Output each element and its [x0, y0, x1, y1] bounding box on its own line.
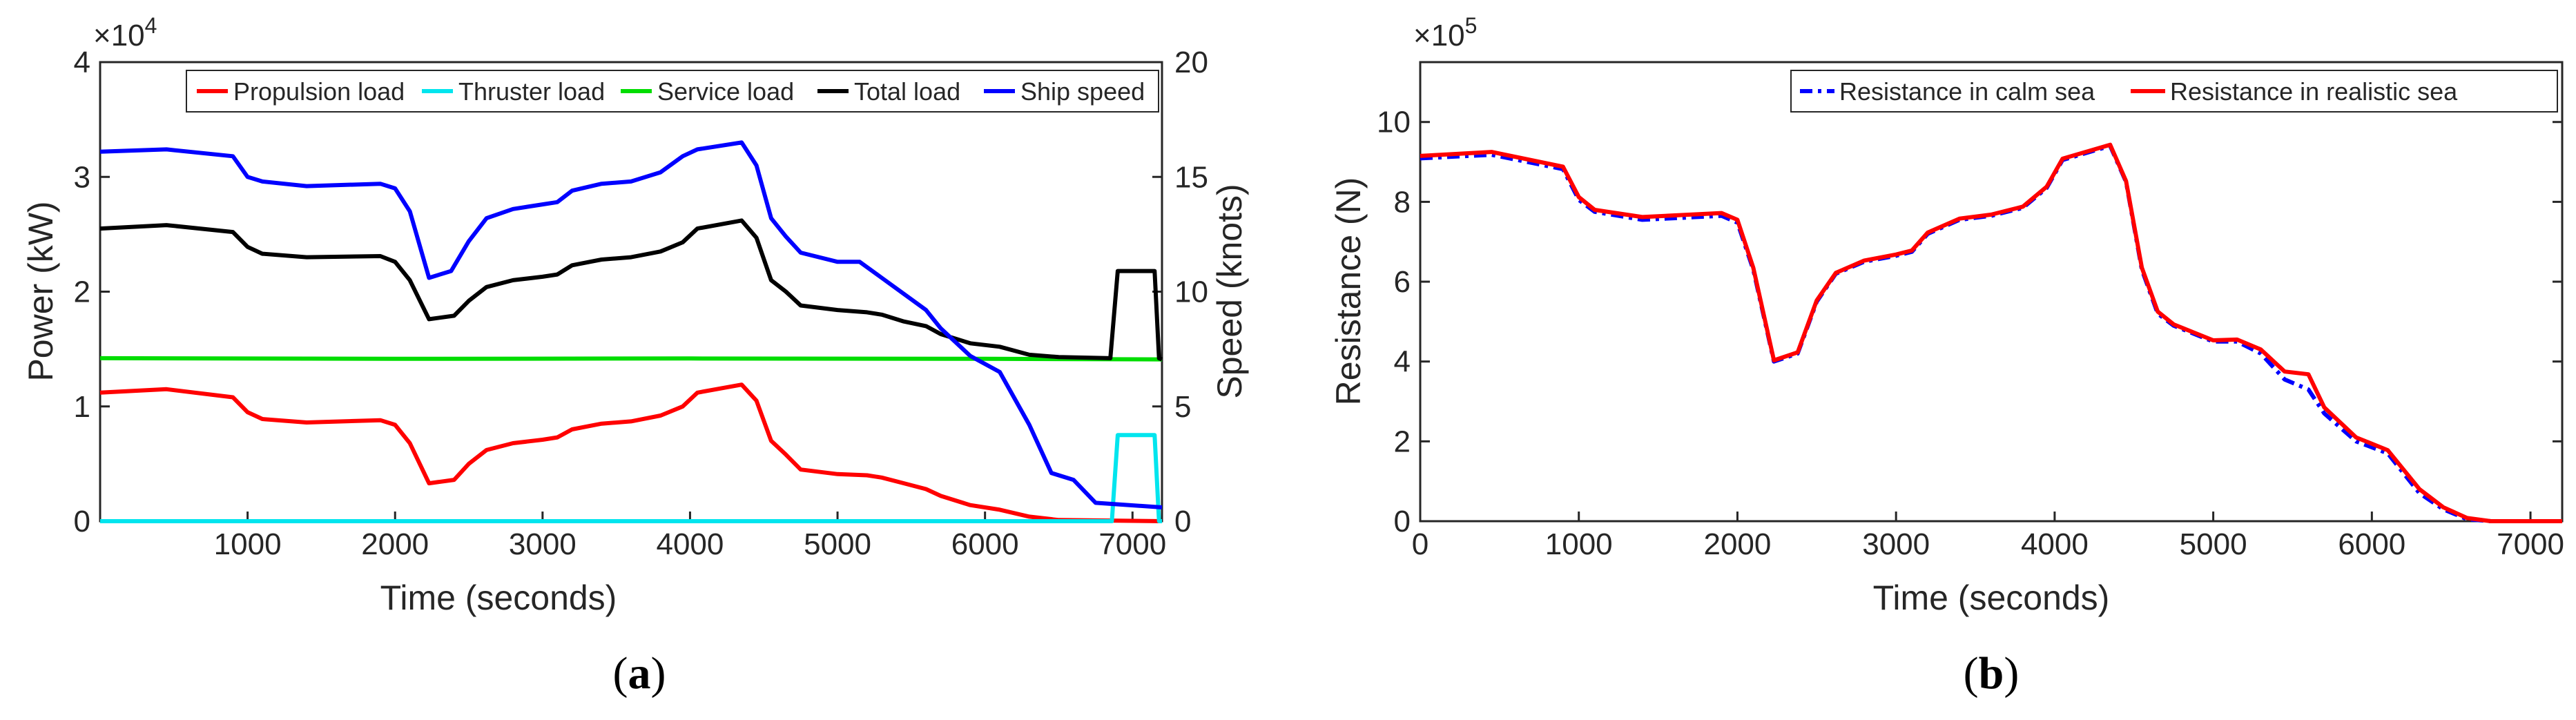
chart-b: 0 1000 2000 3000 4000 5000 6000 7000 0 2 4 6 8 10 ×10… — [1329, 13, 2564, 699]
ylabel-b: Resistance (N) — [1329, 177, 1368, 406]
y-tick-label-left-a: 4 — [74, 46, 90, 79]
x-tick-label-b: 5000 — [2180, 527, 2247, 561]
ticks-b: 0 1000 2000 3000 4000 5000 6000 7000 0 2 4 6 8 10 — [1377, 106, 2564, 561]
y-tick-label-left-a: 1 — [74, 390, 90, 424]
legend-b: Resistance in calm sea Resistance in rea… — [1790, 70, 2558, 113]
series-a — [99, 140, 1163, 523]
legend-propulsion-label: Propulsion load — [233, 77, 405, 106]
x-tick-label-a: 3000 — [509, 527, 577, 561]
x-tick-label-b: 7000 — [2497, 527, 2564, 561]
ylabel-right-a: Speed (knots) — [1210, 184, 1249, 398]
y-tick-label-b: 10 — [1377, 106, 1411, 139]
xlabel-a: Time (seconds) — [380, 578, 617, 617]
y-tick-label-b: 0 — [1394, 505, 1411, 538]
legend-speed-label: Ship speed — [1020, 77, 1145, 106]
legend-service-label: Service load — [657, 77, 794, 106]
y-tick-label-right-a: 15 — [1174, 160, 1208, 194]
y-tick-label-b: 8 — [1394, 185, 1411, 219]
ylabel-left-a: Power (kW) — [21, 201, 60, 381]
y-tick-label-b: 4 — [1394, 345, 1411, 379]
y-tick-label-b: 6 — [1394, 265, 1411, 299]
series-line-total-load — [99, 218, 1163, 362]
y-tick-label-left-a: 2 — [74, 275, 90, 309]
panel-label-b: (b) — [1964, 648, 2020, 699]
series-line-propulsion-load — [99, 382, 1163, 523]
legend-thruster-label: Thruster load — [458, 77, 605, 106]
x-tick-label-a: 7000 — [1098, 527, 1166, 561]
y-tick-label-right-a: 10 — [1174, 275, 1208, 309]
x-tick-label-b: 0 — [1412, 527, 1429, 561]
y-tick-label-left-a: 3 — [74, 160, 90, 194]
exponent-label-a: ×104 — [93, 13, 157, 52]
legend-calm-label: Resistance in calm sea — [1839, 77, 2095, 106]
y-tick-label-right-a: 5 — [1174, 390, 1191, 424]
series-b — [1420, 142, 2562, 523]
legend-total-label: Total load — [854, 77, 960, 106]
series-line-service-load — [99, 356, 1163, 362]
series-line-resistance-in-realistic-sea — [1420, 142, 2562, 523]
panel-label-a: (a) — [613, 648, 666, 699]
x-tick-label-b: 3000 — [1862, 527, 1930, 561]
legend-a: Propulsion load Thruster load Service lo… — [186, 70, 1159, 113]
y-tick-label-left-a: 0 — [74, 505, 90, 538]
series-line-ship-speed — [99, 140, 1163, 509]
x-tick-label-b: 1000 — [1545, 527, 1613, 561]
y-tick-label-b: 2 — [1394, 425, 1411, 458]
y-tick-label-right-a: 20 — [1174, 46, 1208, 79]
x-tick-label-b: 4000 — [2021, 527, 2089, 561]
x-tick-label-b: 6000 — [2338, 527, 2405, 561]
x-tick-label-b: 2000 — [1703, 527, 1771, 561]
x-tick-label-a: 2000 — [361, 527, 429, 561]
exponent-label-b: ×105 — [1413, 13, 1477, 52]
ticks-a: 1000 2000 3000 4000 5000 6000 7000012340510152… — [74, 46, 1208, 561]
legend-realistic-label: Resistance in realistic sea — [2170, 77, 2458, 106]
legend-box-b — [1790, 70, 2558, 113]
series-line-thruster-load — [100, 433, 1162, 523]
y-tick-label-right-a: 0 — [1174, 505, 1191, 538]
x-tick-label-a: 4000 — [656, 527, 724, 561]
plot-area-a — [99, 61, 1163, 523]
x-tick-label-a: 6000 — [951, 527, 1019, 561]
xlabel-b: Time (seconds) — [1873, 578, 2110, 617]
chart-a: 1000 2000 3000 4000 5000 6000 7000012340510152… — [21, 13, 1249, 699]
x-tick-label-a: 5000 — [804, 527, 871, 561]
x-tick-label-a: 1000 — [214, 527, 282, 561]
